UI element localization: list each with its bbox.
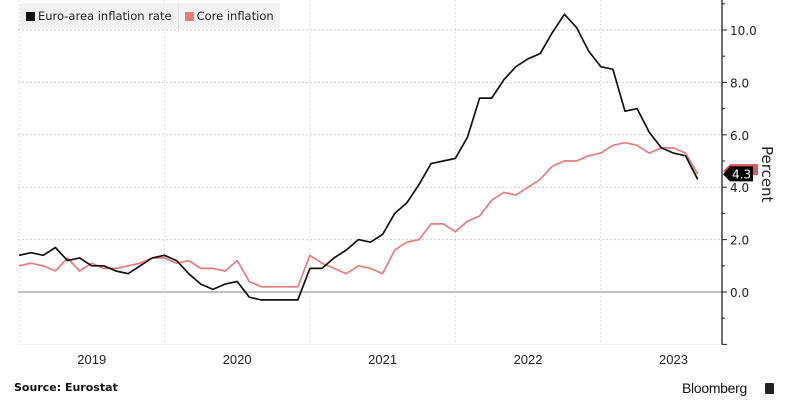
legend-swatch-black [26, 11, 35, 21]
y-tick-label: 8.0 [730, 76, 749, 90]
y-tick-label: 4.0 [730, 181, 749, 195]
series-line-core [18, 141, 699, 288]
x-tick-label: 2020 [223, 352, 252, 367]
x-tick-label: 2022 [514, 352, 543, 367]
legend-item-inflation: Euro-area inflation rate [20, 3, 178, 29]
x-tick-label: 2021 [368, 352, 397, 367]
x-tick-label: 2019 [77, 352, 106, 367]
y-tick-label: 0.0 [730, 286, 749, 300]
legend: Euro-area inflation rate Core inflation [20, 3, 280, 29]
source-note: Source: Eurostat [14, 381, 118, 394]
y-tick-label: 6.0 [730, 129, 749, 143]
y-tick-label: 2.0 [730, 234, 749, 248]
series-line-headline [18, 13, 699, 301]
headline-last-value-tag [723, 166, 753, 182]
last-value-label: 4.3 [732, 167, 751, 181]
legend-swatch-red [184, 11, 194, 21]
legend-label: Core inflation [196, 9, 274, 23]
x-tick-label: 2023 [659, 352, 688, 367]
bloomberg-icon [765, 383, 774, 394]
bloomberg-logo: Bloomberg [682, 380, 748, 396]
legend-label: Euro-area inflation rate [38, 9, 172, 23]
y-tick-label: 10.0 [730, 24, 757, 38]
legend-item-core: Core inflation [177, 3, 280, 29]
y-axis-label: Percent [758, 146, 776, 203]
